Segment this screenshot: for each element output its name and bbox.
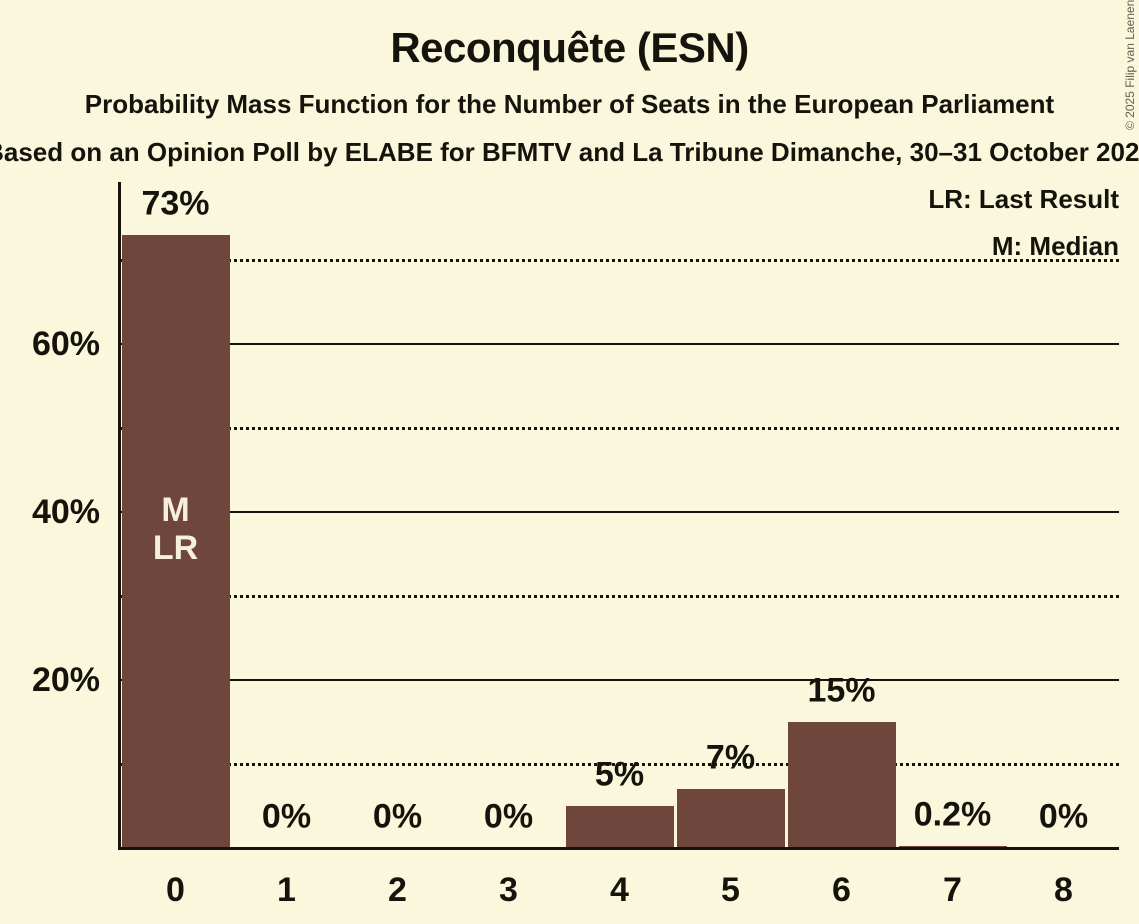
gridline-dotted-50pct (120, 427, 1119, 430)
bar-value-label-1: 0% (261, 797, 312, 836)
x-axis-label-7: 7 (943, 871, 962, 909)
x-axis-label-8: 8 (1054, 871, 1073, 909)
y-axis-label-60pct: 60% (31, 325, 100, 363)
legend-last-result: LR: Last Result (928, 184, 1119, 214)
chart-title: Reconquête (ESN) (390, 24, 749, 71)
bar-value-label-5: 7% (705, 738, 756, 777)
gridline-dotted-70pct (120, 259, 1119, 262)
gridline-solid-60pct (120, 343, 1119, 345)
bar-value-label-6: 15% (807, 671, 876, 710)
bar-value-label-8: 0% (1038, 797, 1089, 836)
x-axis-label-2: 2 (388, 871, 407, 909)
copyright-notice: © 2025 Filip van Laenen (1123, 0, 1137, 130)
y-axis-label-40pct: 40% (31, 493, 100, 531)
gridline-solid-40pct (120, 511, 1119, 513)
bar-seats-6 (787, 722, 896, 848)
bar-value-label-3: 0% (483, 797, 534, 836)
y-axis-label-20pct: 20% (31, 661, 100, 699)
x-axis-label-1: 1 (277, 871, 296, 909)
legend-median: M: Median (991, 231, 1119, 261)
bar-value-label-0: 73% (141, 184, 210, 223)
gridline-solid-20pct (120, 679, 1119, 681)
median-last-result-annotation: M LR (122, 491, 230, 567)
x-axis-label-5: 5 (721, 871, 740, 909)
y-axis-line (118, 182, 121, 850)
x-axis-label-3: 3 (499, 871, 518, 909)
bar-seats-0 (121, 234, 230, 848)
bar-seats-5 (676, 789, 785, 848)
bar-value-label-7: 0.2% (913, 795, 992, 834)
gridline-dotted-10pct (120, 763, 1119, 766)
median-marker: M (161, 491, 190, 529)
x-axis-label-4: 4 (610, 871, 629, 909)
last-result-marker: LR (152, 529, 199, 567)
x-axis-label-0: 0 (166, 871, 185, 909)
bar-value-label-4: 5% (594, 755, 645, 794)
gridline-dotted-30pct (120, 595, 1119, 598)
x-axis-line (118, 847, 1119, 850)
chart-subtitle: Probability Mass Function for the Number… (84, 89, 1055, 119)
bar-value-label-2: 0% (372, 797, 423, 836)
x-axis-label-6: 6 (832, 871, 851, 909)
source-attribution-line: Based on an Opinion Poll by ELABE for BF… (0, 137, 1139, 167)
bar-seats-4 (565, 806, 674, 848)
